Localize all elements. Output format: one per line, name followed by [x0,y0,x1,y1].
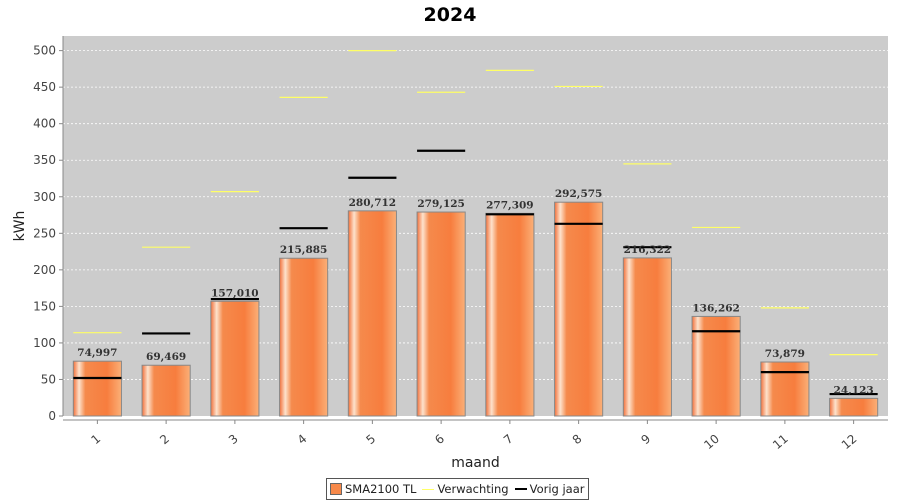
data-label: 74,997 [77,347,117,359]
legend: SMA2100 TL Verwachting Vorig jaar [326,478,589,500]
bar [141,364,191,417]
bar [72,360,122,417]
bar [485,212,535,417]
x-tick-label: 9 [638,432,653,448]
x-tick-label: 12 [839,432,860,453]
legend-label-production: SMA2100 TL [345,482,417,496]
x-tick-label: 6 [432,432,447,448]
legend-item-production[interactable]: SMA2100 TL [330,482,416,496]
y-tick-label: 450 [33,80,56,94]
y-tick-label: 300 [33,190,56,204]
legend-label-expectation: Verwachting [437,482,509,496]
y-tick-label: 250 [33,226,56,240]
bar [554,201,604,417]
legend-swatch-previous-year [514,488,527,490]
y-axis: 0 50 100 150 200 250 300 350 400 450 500 [33,36,64,423]
plot-background [63,36,888,416]
data-label: 24,123 [834,384,874,396]
data-label: 136,262 [692,302,740,314]
bar [416,211,466,417]
bar [622,257,672,417]
gridlines [63,50,888,380]
bar [829,397,879,417]
data-label: 215,885 [280,244,328,256]
x-tick-label: 7 [501,432,516,448]
x-tick-label: 5 [363,432,378,448]
x-tick-label: 8 [570,432,585,448]
x-tick-label: 2 [157,432,172,448]
data-label: 280,712 [349,197,397,209]
y-tick-label: 400 [33,117,56,131]
y-tick-label: 150 [33,299,56,313]
data-label: 73,879 [765,348,805,360]
x-tick-label: 4 [295,432,310,448]
data-label: 69,469 [146,351,186,363]
legend-item-expectation[interactable]: Verwachting [422,482,509,496]
data-label: 279,125 [417,198,465,210]
data-label: 216,322 [624,244,672,256]
y-tick-label: 100 [33,336,56,350]
marker-series [73,50,878,396]
x-tick-label: 1 [88,432,103,448]
x-axis: 1 2 3 4 5 6 7 8 9 10 11 12 [63,419,888,453]
x-tick-label: 10 [701,432,722,453]
legend-label-previous-year: Vorig jaar [529,482,585,496]
x-tick-label: 11 [770,432,791,453]
y-tick-label: 0 [48,409,56,423]
legend-swatch-expectation [422,488,435,490]
data-labels: 74,997 69,469 157,010 215,885 280,712 279,125… [77,188,873,396]
chart-title: 2024 [424,4,477,26]
data-label: 277,309 [486,199,534,211]
bar-series [72,201,879,417]
y-tick-label: 50 [41,372,56,386]
y-tick-label: 500 [33,44,56,58]
legend-swatch-production [330,483,342,495]
x-tick-label: 3 [226,432,241,448]
data-label: 157,010 [211,287,259,299]
y-tick-label: 200 [33,263,56,277]
y-tick-label: 350 [33,153,56,167]
bar [691,315,741,417]
bar [760,361,810,417]
bar [210,300,260,417]
legend-item-previous-year[interactable]: Vorig jaar [514,482,585,496]
y-axis-label: kWh [12,211,28,242]
x-axis-label: maand [451,455,500,471]
data-label: 292,575 [555,188,603,200]
bar [279,257,329,417]
bar [347,210,397,417]
